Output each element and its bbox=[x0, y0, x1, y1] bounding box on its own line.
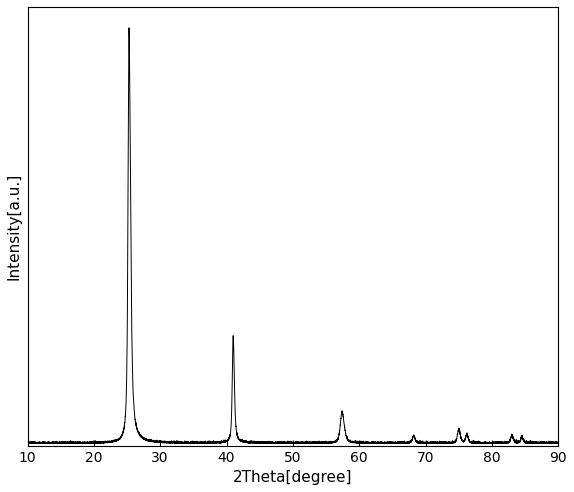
X-axis label: 2Theta[degree]: 2Theta[degree] bbox=[233, 470, 352, 485]
Y-axis label: Intensity[a.u.]: Intensity[a.u.] bbox=[7, 173, 22, 280]
